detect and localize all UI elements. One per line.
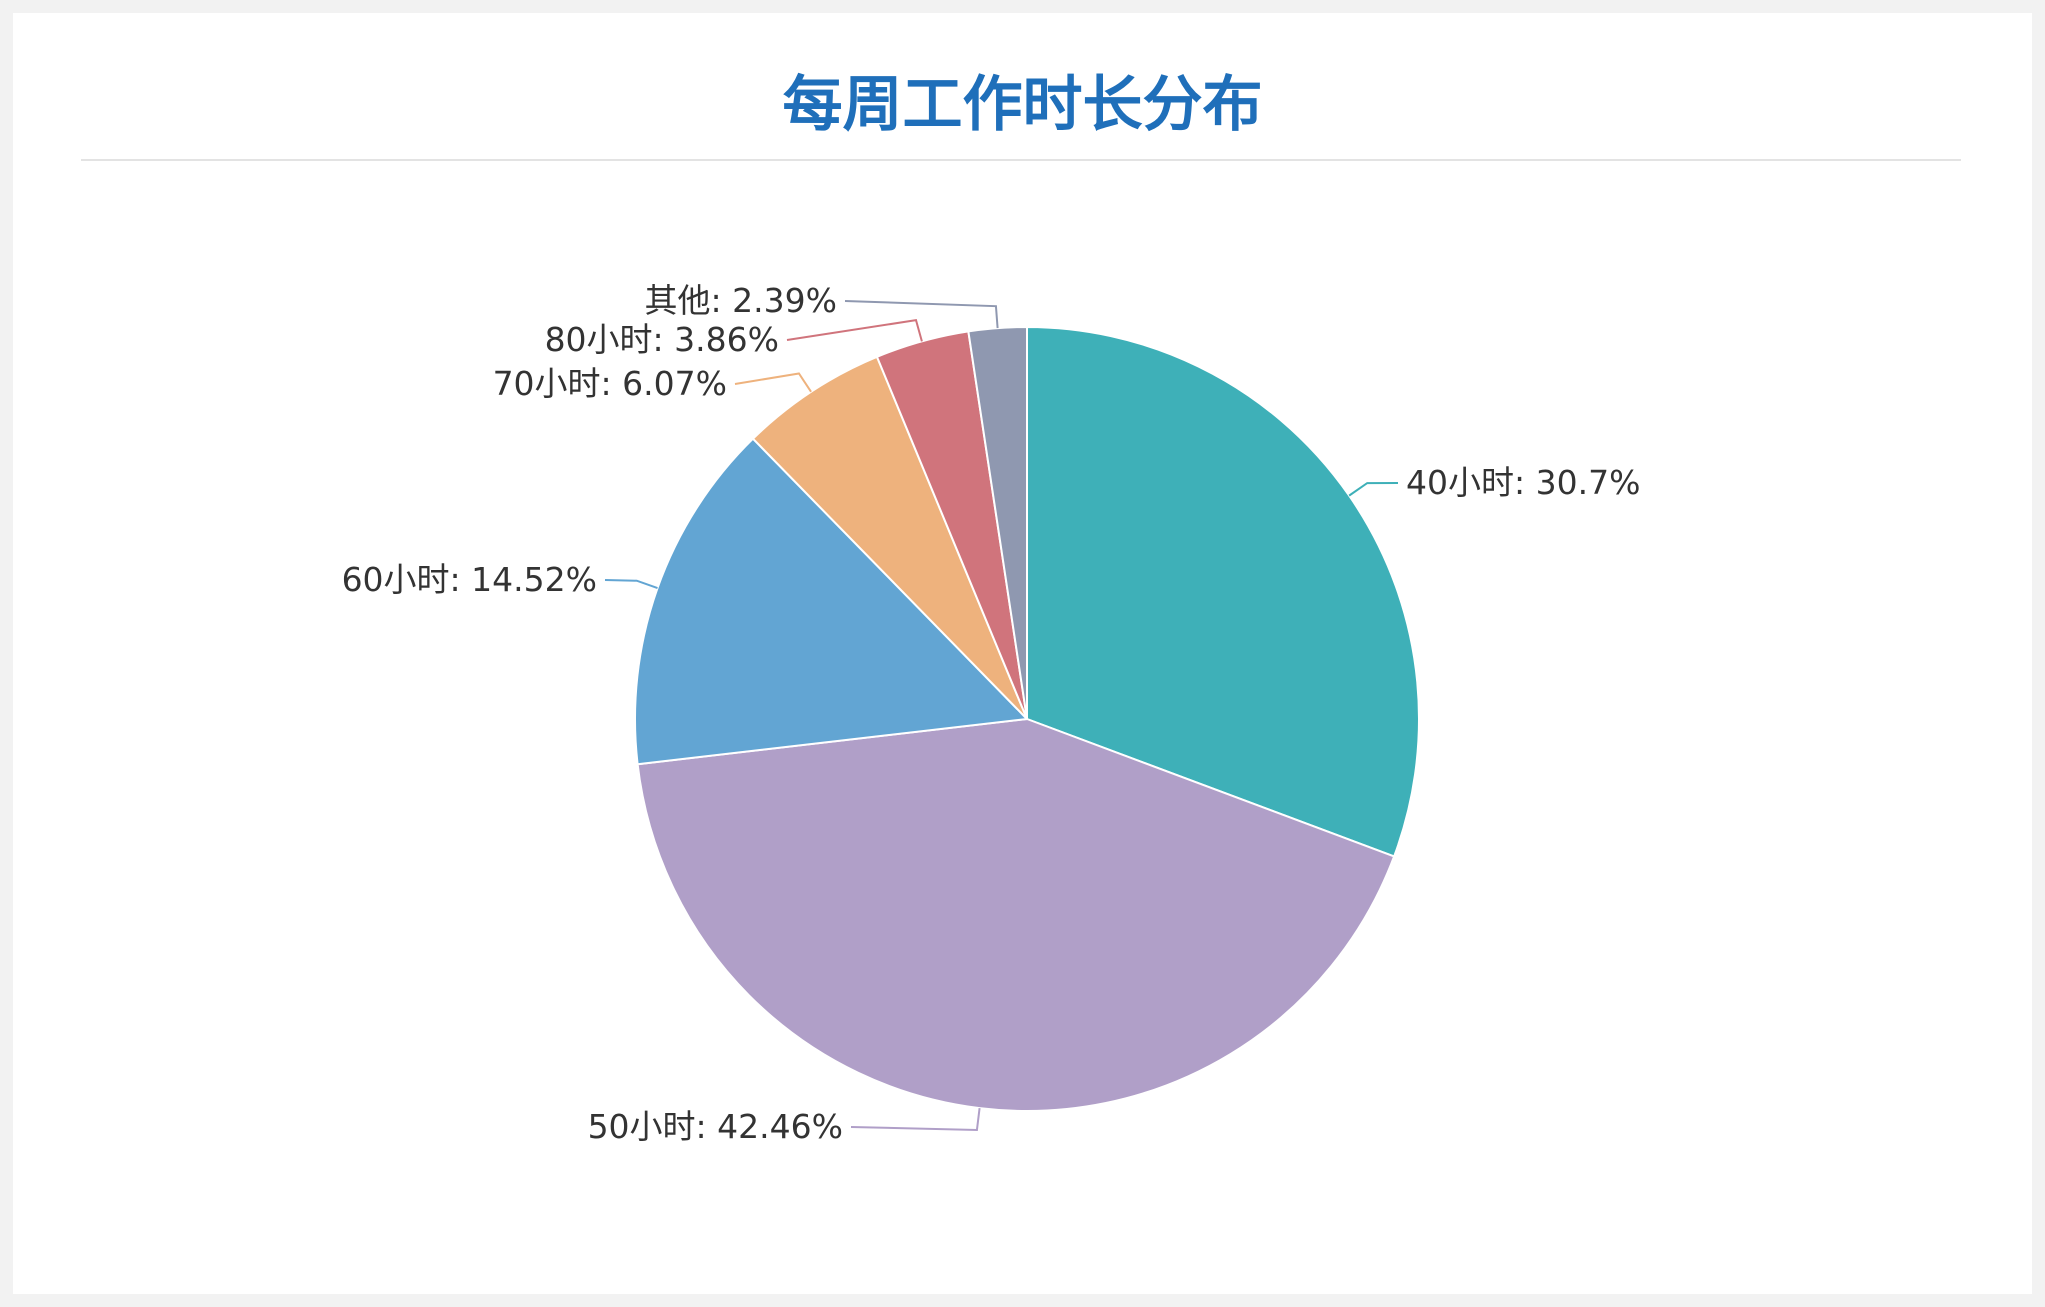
pie-chart: 40小时: 30.7% 50小时: 42.46% 60小时: 14.52% 70小时:… — [342, 281, 1641, 1146]
slice-label-1: 40小时: 30.7% — [1406, 463, 1640, 502]
slice-label-3: 60小时: 14.52% — [342, 560, 597, 599]
leader-line-4 — [734, 372, 812, 393]
title-divider — [81, 159, 1961, 161]
leader-line-3 — [604, 579, 658, 590]
slice-label-4: 70小时: 6.07% — [493, 364, 727, 403]
chart-card: 每周工作时长分布 40小时: 30.7% 50小时: 42.46% 60小时: 14… — [13, 13, 2032, 1294]
leader-line-1 — [1348, 482, 1399, 497]
pie-slice-6 — [967, 325, 1028, 720]
slice-label-6: 其他: 2.39% — [645, 281, 837, 320]
chart-title: 每周工作时长分布 — [782, 70, 1263, 140]
slice-labels: 40小时: 30.7% 50小时: 42.46% 60小时: 14.52% 70小时:… — [342, 281, 1641, 1146]
slice-label-2: 50小时: 42.46% — [588, 1107, 843, 1146]
leader-line-2 — [850, 1108, 981, 1131]
label-leader-lines — [604, 300, 1399, 1131]
slice-label-5: 80小时: 3.86% — [545, 320, 779, 359]
pie-slices — [634, 325, 1420, 1113]
leader-line-6 — [844, 300, 999, 329]
pie-slice-3 — [634, 437, 1030, 766]
leader-line-5 — [786, 319, 923, 342]
